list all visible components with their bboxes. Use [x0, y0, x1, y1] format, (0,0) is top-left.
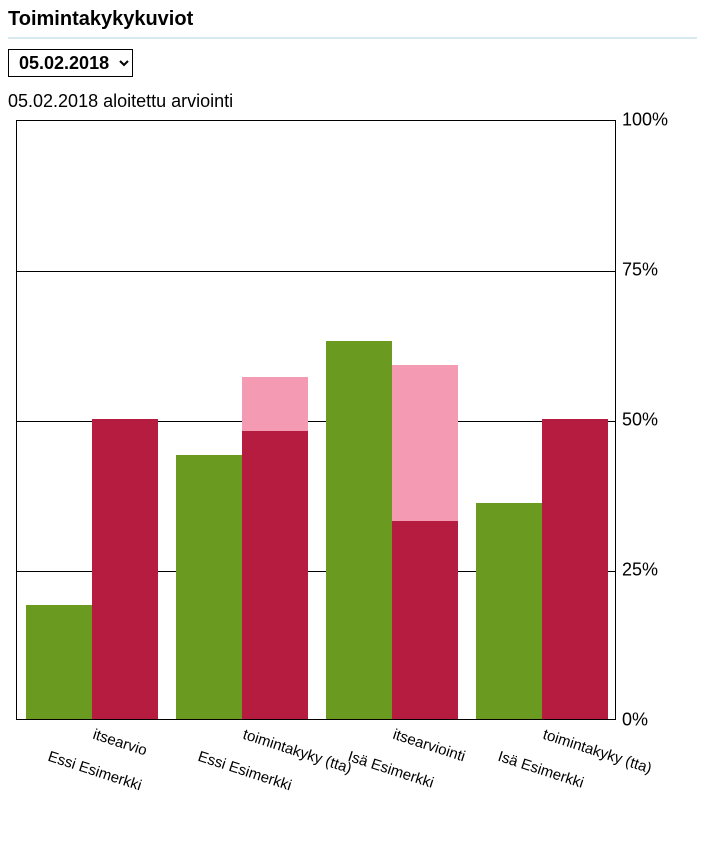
chart-bar-segment — [326, 341, 392, 719]
chart-bar-group — [467, 121, 617, 719]
chart-ytick-label: 75% — [622, 260, 658, 281]
chart-xlabel-top: itsearviointi — [391, 726, 468, 765]
chart-xlabel-bottom: Isä Esimerkki — [346, 748, 436, 792]
title-divider — [8, 37, 697, 39]
date-select[interactable]: 05.02.2018 — [8, 49, 133, 77]
chart-plot-area — [16, 120, 616, 720]
chart-subtitle: 05.02.2018 aloitettu arviointi — [8, 91, 697, 112]
chart-xlabel-bottom: Essi Esimerkki — [196, 748, 294, 794]
chart-bar-group — [167, 121, 317, 719]
chart-bar-segment — [476, 503, 542, 719]
chart-bar-segment — [92, 419, 158, 719]
chart-bar-segment — [26, 605, 92, 719]
chart-ytick-label: 100% — [622, 110, 668, 131]
chart-bar-segment — [242, 377, 308, 431]
chart-xlabel-bottom: Isä Esimerkki — [496, 748, 586, 792]
chart-container: 0%25%50%75%100% itsearvioEssi Esimerkkit… — [8, 114, 698, 839]
chart-bar-segment — [392, 365, 458, 521]
chart-bar-segment — [392, 521, 458, 719]
chart-bar-segment — [542, 419, 608, 719]
chart-bar-group — [17, 121, 167, 719]
chart-xlabel-bottom: Essi Esimerkki — [46, 748, 144, 794]
chart-bar-group — [317, 121, 467, 719]
chart-ytick-label: 0% — [622, 710, 648, 731]
chart-xlabels: itsearvioEssi Esimerkkitoimintakyky (tta… — [16, 726, 616, 836]
chart-bar-segment — [242, 431, 308, 719]
chart-ytick-label: 25% — [622, 560, 658, 581]
page-title: Toimintakykykuviot — [8, 8, 697, 31]
chart-xlabel-top: itsearvio — [91, 726, 149, 759]
chart-ytick-label: 50% — [622, 410, 658, 431]
chart-bar-segment — [176, 455, 242, 719]
